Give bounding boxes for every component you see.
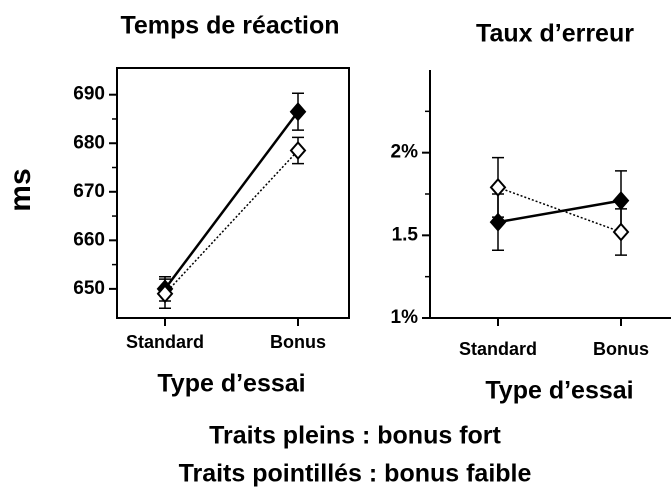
marker	[289, 141, 307, 161]
x-axis-label: Type d’essai	[485, 377, 633, 405]
marker	[612, 222, 630, 242]
marker	[489, 212, 507, 232]
chart-title: Temps de réaction	[120, 12, 339, 40]
x-tick-label: Standard	[459, 339, 537, 359]
y-tick-label: 1%	[391, 307, 419, 328]
y-tick-label: 670	[73, 181, 105, 202]
marker	[156, 284, 174, 304]
series-line	[497, 199, 622, 224]
y-tick-label: 1.5	[392, 224, 419, 245]
x-tick-label: Bonus	[593, 339, 649, 359]
x-tick-label: Standard	[126, 332, 204, 352]
marker	[289, 102, 307, 122]
series-line	[164, 110, 299, 290]
y-tick-label: 680	[73, 132, 105, 153]
marker	[489, 177, 507, 197]
axis-frame	[116, 67, 350, 319]
series-line	[164, 150, 299, 295]
caption: Traits pointillés : bonus faible	[179, 460, 532, 488]
y-tick-label: 690	[73, 84, 105, 105]
chart-title: Taux d’erreur	[476, 20, 634, 48]
y-axis-label: ms	[4, 168, 37, 211]
y-tick-label: 650	[73, 278, 105, 299]
marker	[612, 191, 630, 211]
y-tick-label: 660	[73, 229, 105, 250]
caption: Traits pleins : bonus fort	[209, 422, 501, 450]
y-tick-label: 2%	[391, 142, 419, 163]
x-axis-label: Type d’essai	[157, 370, 305, 398]
series-line	[497, 186, 622, 233]
x-tick-label: Bonus	[270, 332, 326, 352]
